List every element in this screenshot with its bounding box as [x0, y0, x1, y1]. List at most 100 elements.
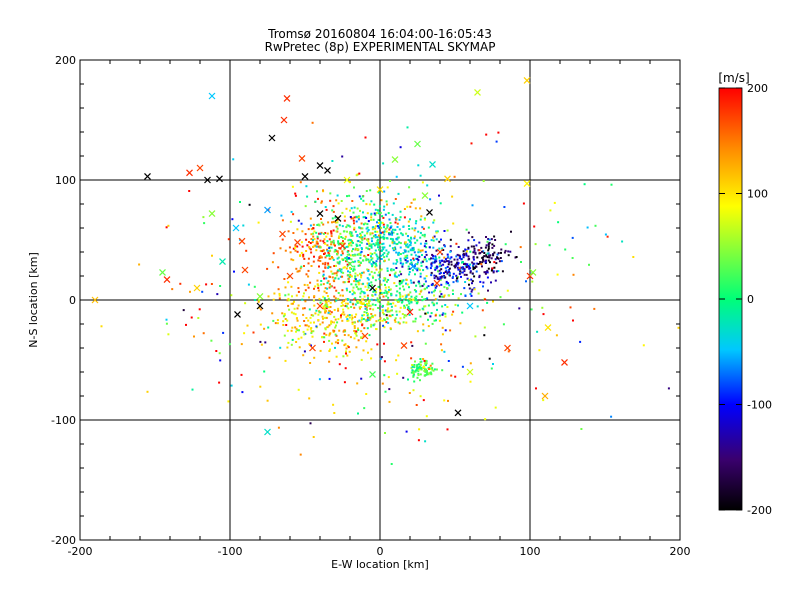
data-point [348, 350, 351, 353]
data-point [321, 321, 324, 324]
data-point [414, 207, 417, 210]
data-point [289, 220, 292, 223]
data-point-x-marker [346, 260, 354, 268]
data-point [365, 259, 368, 262]
data-point [444, 304, 447, 306]
data-point [374, 314, 377, 317]
data-point [311, 335, 314, 338]
data-point [452, 222, 455, 225]
data-point [399, 270, 402, 273]
data-point [424, 305, 427, 308]
data-point [312, 245, 315, 248]
data-point [440, 293, 443, 296]
data-point [357, 253, 360, 256]
data-point [500, 248, 503, 251]
data-point [443, 244, 446, 247]
data-point [434, 289, 436, 292]
data-point [299, 267, 302, 270]
data-point [395, 267, 398, 269]
data-point [336, 253, 338, 255]
data-point-x-marker [268, 134, 276, 142]
data-point [444, 267, 447, 269]
data-point [435, 267, 438, 270]
data-point [317, 259, 320, 262]
data-point [604, 233, 607, 236]
x-tick-label: 100 [520, 545, 541, 558]
data-point [313, 304, 316, 307]
data-point [341, 319, 344, 322]
data-point [386, 309, 389, 312]
data-point [548, 244, 551, 247]
data-point [358, 236, 361, 238]
data-point [331, 221, 333, 224]
data-point [486, 271, 489, 274]
data-point [385, 314, 388, 317]
data-point [409, 259, 412, 261]
data-point [419, 358, 422, 360]
data-point [402, 376, 405, 379]
data-point [403, 298, 406, 301]
data-point [412, 257, 415, 260]
data-point [396, 226, 399, 228]
data-point [330, 311, 333, 314]
data-point [296, 250, 299, 253]
data-point [445, 280, 448, 283]
data-point [435, 230, 438, 233]
data-point [318, 297, 321, 300]
data-point [366, 242, 369, 245]
data-point [319, 249, 322, 252]
data-point [417, 251, 420, 254]
data-point [475, 244, 478, 247]
data-point [425, 359, 428, 362]
data-point [286, 299, 289, 302]
data-point [298, 329, 300, 332]
data-point [394, 320, 397, 323]
data-point [333, 321, 336, 324]
x-tick-label: 0 [377, 545, 384, 558]
data-point [500, 251, 502, 254]
data-point [485, 133, 488, 136]
data-point-x-marker [523, 180, 531, 188]
data-point [412, 259, 415, 262]
data-point [479, 261, 482, 263]
data-point [335, 334, 338, 337]
data-point [444, 245, 446, 248]
data-point [677, 326, 680, 329]
data-point [442, 263, 445, 266]
data-point [370, 325, 373, 328]
data-point [445, 282, 448, 285]
data-point [359, 232, 362, 235]
data-point [403, 288, 406, 291]
data-point [380, 199, 383, 202]
data-point [309, 422, 312, 425]
data-point [369, 304, 372, 307]
data-point [442, 295, 445, 298]
data-point [432, 239, 435, 242]
data-point [419, 272, 422, 275]
data-point [331, 342, 333, 345]
data-point [348, 280, 350, 283]
data-point [331, 276, 334, 279]
data-point [571, 257, 574, 259]
data-point [338, 247, 341, 250]
colorbar-tick-label: -100 [747, 399, 772, 412]
data-point [466, 250, 468, 253]
data-point [408, 298, 411, 301]
data-point [218, 381, 221, 384]
data-point [386, 253, 389, 256]
data-point [367, 247, 370, 250]
data-point [417, 366, 420, 369]
data-point [378, 278, 381, 280]
data-point [419, 395, 422, 398]
data-point [312, 260, 315, 263]
data-point [272, 252, 275, 255]
data-point [348, 290, 351, 293]
data-point [410, 201, 413, 204]
data-point [438, 247, 441, 250]
data-point [471, 288, 474, 291]
data-point [413, 380, 416, 383]
data-point-x-marker [286, 272, 294, 280]
data-point [318, 311, 321, 314]
data-point [338, 260, 341, 263]
x-axis: -200 -100 0 100 200 [68, 60, 691, 558]
